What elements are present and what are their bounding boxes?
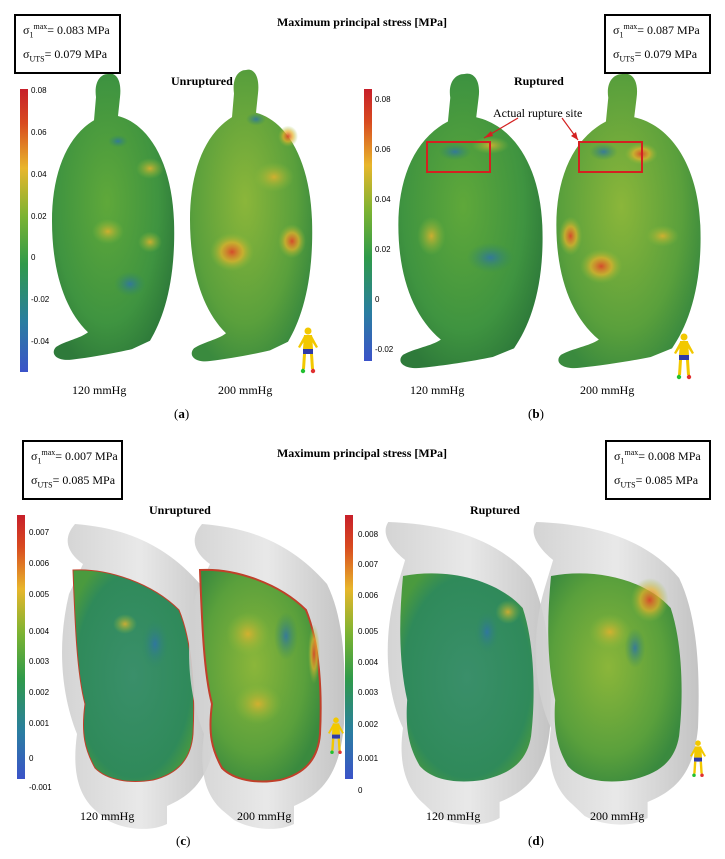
tick-d-1: 0.007: [358, 560, 379, 569]
pressure-c-200: 200 mmHg: [237, 809, 292, 823]
tick-c-4: 0.003: [29, 657, 50, 666]
colorbar-c: [17, 515, 25, 779]
pressure-c-120: 120 mmHg: [80, 809, 135, 823]
tick-b-4: 0: [375, 295, 380, 304]
stress-box-a: σ1max= 0.083 MPa σUTS= 0.079 MPa: [14, 14, 121, 74]
stress-box-d: σ1max= 0.008 MPa σUTS= 0.085 MPa: [605, 440, 711, 500]
tick-c-1: 0.006: [29, 559, 50, 568]
tick-c-0: 0.007: [29, 528, 50, 537]
stress-box-c: σ1max= 0.007 MPa σUTS= 0.085 MPa: [22, 440, 123, 500]
cutaway-c-120: [62, 524, 218, 829]
colorbar-b: [364, 89, 372, 361]
subtitle-b: Ruptured: [514, 74, 564, 88]
tick-d-3: 0.005: [358, 627, 379, 636]
aneurysm-b-200: [556, 73, 701, 369]
pressure-b-200: 200 mmHg: [580, 383, 635, 397]
pressure-a-120: 120 mmHg: [72, 383, 127, 397]
tick-d-7: 0.001: [358, 754, 379, 763]
tick-a-5: -0.02: [31, 295, 50, 304]
subtitle-d: Ruptured: [470, 503, 520, 517]
subtitle-c: Unruptured: [149, 503, 211, 517]
colorbar-d: [345, 515, 353, 779]
top-title: Maximum principal stress [MPa]: [276, 15, 448, 29]
panel-label-a: (a): [174, 406, 190, 421]
rupture-box-b-120: [426, 141, 491, 173]
tick-d-0: 0.008: [358, 530, 379, 539]
tick-b-2: 0.04: [375, 195, 391, 204]
pressure-a-200: 200 mmHg: [218, 383, 273, 397]
tick-d-2: 0.006: [358, 591, 379, 600]
tick-c-3: 0.004: [29, 627, 50, 636]
tick-a-4: 0: [31, 253, 36, 262]
tick-a-6: -0.04: [31, 337, 50, 346]
cutaway-d-120: [385, 522, 551, 825]
body-orientation-icon-a: [298, 327, 318, 374]
colorbar-a: [20, 89, 28, 372]
tick-c-7: 0: [29, 754, 34, 763]
aneurysm-b-120: [398, 73, 543, 369]
tick-a-2: 0.04: [31, 170, 47, 179]
tick-b-1: 0.06: [375, 145, 391, 154]
cutaway-d-200: [533, 522, 699, 825]
tick-b-5: -0.02: [375, 345, 394, 354]
panel-label-d: (d): [528, 833, 544, 848]
tick-c-5: 0.002: [29, 688, 50, 697]
tick-d-6: 0.002: [358, 720, 379, 729]
tick-b-3: 0.02: [375, 245, 391, 254]
subtitle-a: Unruptured: [171, 74, 233, 88]
aneurysm-a-120: [52, 73, 175, 360]
cutaway-c-200: [189, 524, 345, 829]
tick-d-5: 0.003: [358, 688, 379, 697]
rupture-box-b-200: [578, 141, 643, 173]
tick-c-6: 0.001: [29, 719, 50, 728]
bottom-title: Maximum principal stress [MPa]: [276, 446, 448, 460]
tick-a-0: 0.08: [31, 86, 47, 95]
tick-d-8: 0: [358, 786, 363, 795]
pressure-d-120: 120 mmHg: [426, 809, 481, 823]
pressure-d-200: 200 mmHg: [590, 809, 645, 823]
rupture-annotation: Actual rupture site: [493, 106, 583, 120]
stress-box-b: σ1max= 0.087 MPa σUTS= 0.079 MPa: [604, 14, 711, 74]
tick-d-4: 0.004: [358, 658, 379, 667]
tick-a-3: 0.02: [31, 212, 47, 221]
tick-b-0: 0.08: [375, 95, 391, 104]
panel-label-b: (b): [528, 406, 544, 421]
pressure-b-120: 120 mmHg: [410, 383, 465, 397]
tick-c-2: 0.005: [29, 590, 50, 599]
tick-c-8: -0.001: [29, 783, 52, 792]
tick-a-1: 0.06: [31, 128, 47, 137]
panel-label-c: (c): [176, 833, 191, 848]
aneurysm-a-200: [190, 69, 313, 362]
